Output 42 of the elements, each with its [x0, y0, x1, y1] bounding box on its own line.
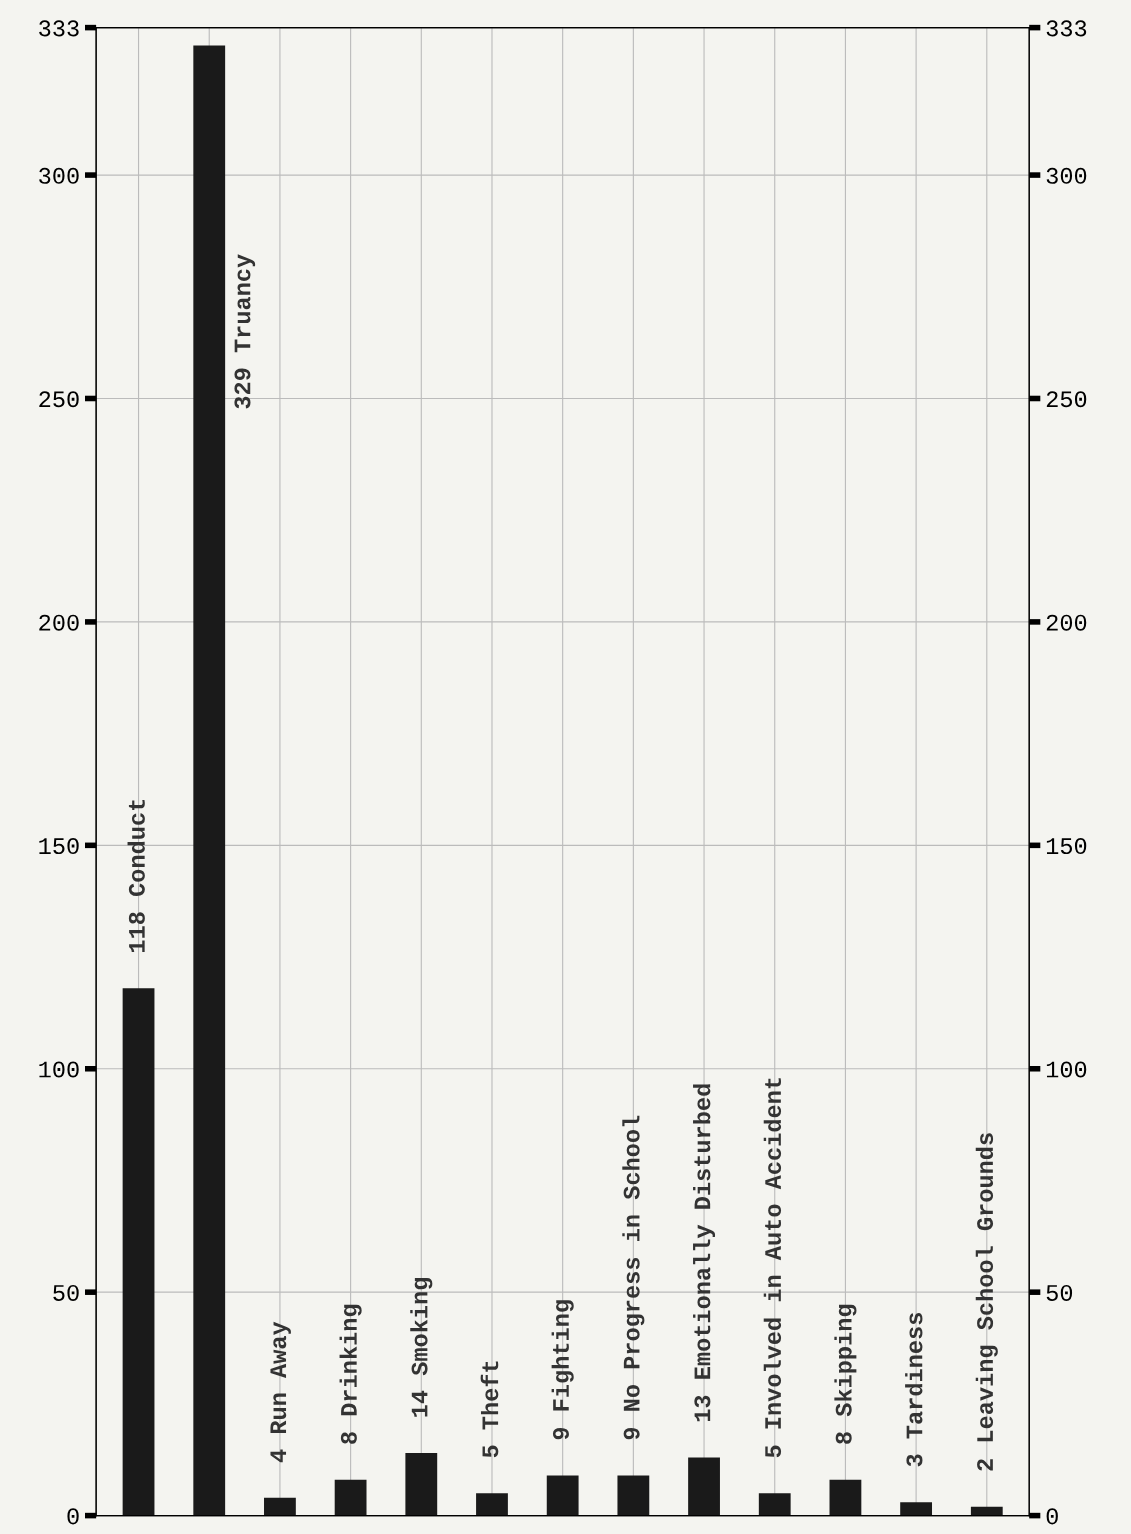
- y-tick-label: 200: [39, 614, 79, 631]
- bar: [334, 1479, 367, 1516]
- y-tick-label: 333: [39, 20, 79, 37]
- data-label: 4 Run Away: [270, 1321, 291, 1463]
- y-tick-label: 0: [67, 1508, 79, 1525]
- bar: [264, 1497, 296, 1516]
- data-label: 329 Truancy: [234, 254, 256, 409]
- bar: [829, 1479, 862, 1516]
- y2-tick-label: 100: [1046, 1061, 1087, 1078]
- bar: [405, 1453, 438, 1516]
- y2-tick-label: 50: [1046, 1284, 1073, 1301]
- bar: [688, 1457, 720, 1516]
- bar: [758, 1493, 791, 1516]
- y2-tick-label: 0: [1046, 1508, 1058, 1525]
- data-label: 13 Emotionally Disturbed: [693, 1084, 716, 1422]
- y2-tick-label: 200: [1046, 614, 1087, 631]
- y-tick-label: 50: [53, 1284, 79, 1301]
- y2-tick-label: 333: [1046, 20, 1087, 37]
- bar: [546, 1475, 579, 1516]
- data-label: 9 Fighting: [551, 1300, 574, 1440]
- data-label: 2 Leaving School Grounds: [975, 1133, 998, 1471]
- data-label: 14 Smoking: [410, 1277, 433, 1417]
- y-tick-label: 100: [39, 1061, 79, 1078]
- data-label: 3 Tardiness: [905, 1313, 923, 1467]
- bar: [193, 45, 226, 1516]
- data-label: 118 Conduct: [127, 799, 145, 953]
- y2-tick-label: 150: [1046, 838, 1087, 855]
- bar: [617, 1475, 650, 1516]
- data-label: 5 Theft: [480, 1361, 499, 1458]
- data-label: 9 No Progress in School: [622, 1115, 645, 1440]
- data-label: 8 Skipping: [834, 1304, 857, 1444]
- bar: [900, 1502, 933, 1516]
- bar: [970, 1506, 1003, 1516]
- y2-tick-label: 300: [1046, 167, 1087, 184]
- y2-tick-label: 250: [1046, 391, 1087, 408]
- data-label: 8 Drinking: [339, 1304, 362, 1444]
- bar: [122, 988, 155, 1516]
- y-tick-label: 250: [39, 391, 79, 408]
- bar: [476, 1493, 508, 1516]
- y-tick-label: 150: [39, 838, 79, 855]
- data-label: 5 Involved in Auto Accident: [763, 1078, 782, 1458]
- y-tick-label: 300: [39, 167, 79, 184]
